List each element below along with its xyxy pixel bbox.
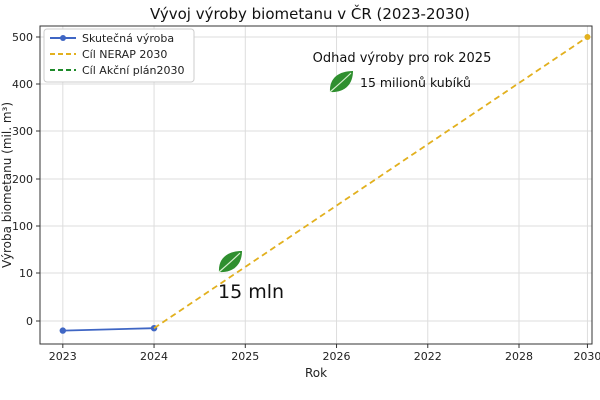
chart-title: Vývoj výroby biometanu v ČR (2023-2030) — [150, 4, 470, 23]
x-tick-label: 2024 — [140, 350, 168, 363]
series-line-0 — [62, 327, 155, 332]
annotation-text: 15 milionů kubíků — [360, 75, 471, 90]
legend-box — [43, 28, 195, 83]
series-point — [59, 327, 67, 334]
leaf-icon — [218, 251, 242, 273]
ticks: 2023 2024 2025 2026 2022 2028 2030 0 10 100 200 300… — [12, 31, 600, 363]
plot-frame — [39, 25, 593, 345]
legend-label-actual: Skutečná výroba — [82, 32, 174, 45]
x-tick-label: 2028 — [505, 350, 533, 363]
series — [59, 34, 591, 334]
y-tick-label: 500 — [12, 31, 33, 44]
x-tick-label: 2022 — [414, 350, 442, 363]
y-tick-label: 0 — [26, 315, 33, 328]
x-tick-label: 2025 — [231, 350, 259, 363]
point-label: 15 mln — [218, 281, 284, 303]
y-tick-label: 200 — [12, 173, 33, 186]
legend-label-nerap: Cíl NERAP 2030 — [82, 48, 167, 61]
legend: Skutečná výroba Cíl NERAP 2030 Cíl Akční… — [43, 28, 195, 83]
point-annotation: 15 mln — [218, 251, 284, 303]
x-tick-label: 2026 — [323, 350, 351, 363]
legend-marker-actual — [60, 35, 66, 41]
estimate-annotation: Odhad výroby pro rok 2025 15 milionů kub… — [313, 51, 492, 93]
series-line-1 — [153, 36, 588, 329]
y-tick-label: 10 — [19, 267, 33, 280]
y-tick-label: 100 — [12, 220, 33, 233]
y-tick-label: 300 — [12, 125, 33, 138]
grid — [40, 26, 592, 344]
y-axis-label: Výroba biometanu (mil. m³) — [0, 102, 14, 268]
legend-label-action-plan: Cíl Akční plán2030 — [82, 64, 185, 77]
x-tick-label: 2030 — [573, 350, 600, 363]
leaf-icon — [329, 71, 353, 93]
series-endpoint — [584, 34, 591, 40]
x-axis-label: Rok — [305, 366, 327, 380]
annotation-title: Odhad výroby pro rok 2025 — [313, 51, 492, 66]
y-tick-label: 400 — [12, 78, 33, 91]
x-tick-label: 2023 — [49, 350, 77, 363]
